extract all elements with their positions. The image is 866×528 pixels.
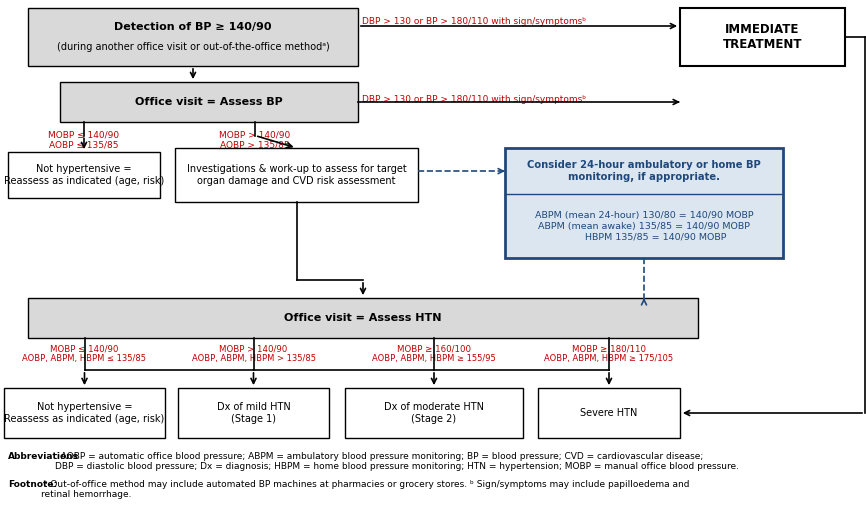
Bar [178, 388, 329, 438]
Text: Footnote:: Footnote: [8, 480, 57, 489]
Text: Investigations & work-up to assess for target
organ damage and CVD risk assessme: Investigations & work-up to assess for t… [187, 164, 406, 186]
Text: Severe HTN: Severe HTN [580, 408, 637, 418]
Text: Office visit = Assess BP: Office visit = Assess BP [135, 97, 283, 107]
Text: Dx of moderate HTN
(Stage 2): Dx of moderate HTN (Stage 2) [384, 402, 484, 424]
Text: MOBP > 140/90: MOBP > 140/90 [219, 130, 291, 139]
Bar [680, 8, 845, 66]
Text: MOBP ≥ 160/100: MOBP ≥ 160/100 [397, 344, 471, 353]
Bar [60, 82, 358, 122]
Text: MOBP > 140/90: MOBP > 140/90 [219, 344, 288, 353]
Text: ᵃ Out-of-office method may include automated BP machines at pharmacies or grocer: ᵃ Out-of-office method may include autom… [41, 480, 689, 499]
Bar [505, 148, 783, 258]
Text: AOBP ≤ 135/85: AOBP ≤ 135/85 [49, 140, 119, 149]
Text: (during another office visit or out-of-the-office methodᵃ): (during another office visit or out-of-t… [56, 42, 329, 52]
Text: MOBP ≤ 140/90: MOBP ≤ 140/90 [50, 344, 119, 353]
Text: AOBP, ABPM, HBPM ≤ 135/85: AOBP, ABPM, HBPM ≤ 135/85 [23, 354, 146, 363]
Text: AOBP, ABPM, HBPM > 135/85: AOBP, ABPM, HBPM > 135/85 [191, 354, 315, 363]
Text: DBP > 130 or BP > 180/110 with sign/symptomsᵇ: DBP > 130 or BP > 180/110 with sign/symp… [362, 96, 586, 105]
Text: IMMEDIATE
TREATMENT: IMMEDIATE TREATMENT [723, 23, 802, 51]
Text: AOBP, ABPM, HBPM ≥ 175/105: AOBP, ABPM, HBPM ≥ 175/105 [545, 354, 674, 363]
Bar [345, 388, 523, 438]
Text: : AOBP = automatic office blood pressure; ABPM = ambulatory blood pressure monit: : AOBP = automatic office blood pressure… [55, 452, 740, 472]
Text: Office visit = Assess HTN: Office visit = Assess HTN [284, 313, 442, 323]
Text: AOBP > 135/85: AOBP > 135/85 [220, 140, 290, 149]
Text: DBP > 130 or BP > 180/110 with sign/symptomsᵇ: DBP > 130 or BP > 180/110 with sign/symp… [362, 17, 586, 26]
Text: Dx of mild HTN
(Stage 1): Dx of mild HTN (Stage 1) [216, 402, 290, 424]
Bar [175, 148, 418, 202]
Bar [538, 388, 680, 438]
Bar [8, 152, 160, 198]
Text: ABPM (mean 24-hour) 130/80 = 140/90 MOBP
ABPM (mean awake) 135/85 = 140/90 MOBP
: ABPM (mean 24-hour) 130/80 = 140/90 MOBP… [534, 211, 753, 241]
Text: MOBP ≤ 140/90: MOBP ≤ 140/90 [48, 130, 120, 139]
Text: Consider 24-hour ambulatory or home BP
monitoring, if appropriate.: Consider 24-hour ambulatory or home BP m… [527, 161, 761, 182]
Text: AOBP, ABPM, HBPM ≥ 155/95: AOBP, ABPM, HBPM ≥ 155/95 [372, 354, 496, 363]
Text: Not hypertensive =
Reassess as indicated (age, risk): Not hypertensive = Reassess as indicated… [3, 164, 165, 186]
Text: Not hypertensive =
Reassess as indicated (age, risk): Not hypertensive = Reassess as indicated… [4, 402, 165, 424]
Text: Abbreviations: Abbreviations [8, 452, 79, 461]
Bar [28, 298, 698, 338]
Bar [4, 388, 165, 438]
Text: Detection of BP ≥ 140/90: Detection of BP ≥ 140/90 [114, 22, 272, 32]
Text: MOBP ≥ 180/110: MOBP ≥ 180/110 [572, 344, 646, 353]
Bar [28, 8, 358, 66]
